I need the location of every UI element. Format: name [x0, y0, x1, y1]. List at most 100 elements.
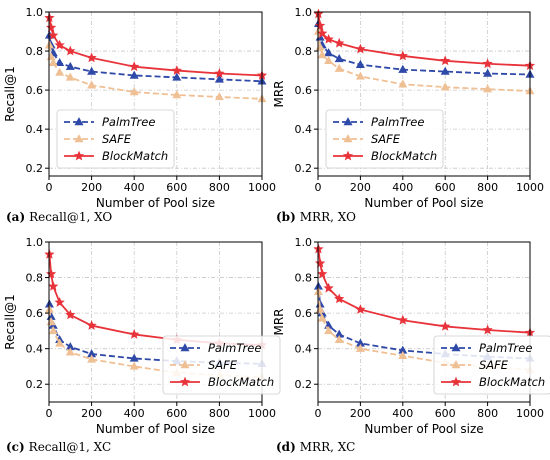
y-axis-label: Recall@1: [3, 66, 17, 121]
legend-entry-safe: SAFE: [333, 132, 401, 146]
data-point-safe: [355, 343, 365, 352]
legend-entry-blockmatch: BlockMatch: [333, 149, 437, 163]
y-axis-label: MRR: [272, 308, 286, 335]
panel-caption: (c) Recall@1, XC: [6, 440, 111, 454]
data-point-blockmatch: [65, 45, 76, 56]
data-point-blockmatch: [334, 37, 345, 48]
x-tick-label: 600: [435, 181, 456, 194]
legend-marker-safe: [74, 134, 84, 143]
legend-entry-safe: SAFE: [441, 358, 509, 372]
x-tick-label: 1000: [516, 181, 544, 194]
legend-marker-palmtree: [180, 343, 190, 352]
data-point-blockmatch: [65, 309, 76, 320]
data-point-blockmatch: [440, 321, 451, 331]
x-tick-label: 600: [435, 407, 456, 420]
data-point-safe: [129, 361, 139, 370]
data-point-safe: [440, 82, 450, 91]
series-blockmatch: [313, 8, 536, 71]
data-point-safe: [55, 338, 65, 347]
legend-label-palmtree: PalmTree: [479, 341, 532, 355]
x-tick-label: 200: [81, 407, 102, 420]
legend: PalmTree SAFE BlockMatch: [325, 109, 444, 169]
data-point-blockmatch: [86, 320, 97, 330]
series-line-palmtree: [48, 35, 263, 83]
legend-entry-blockmatch: BlockMatch: [170, 375, 274, 389]
y-axis-label: Recall@1: [3, 294, 17, 349]
y-tick-label: 0.8: [295, 272, 313, 285]
x-tick-label: 0: [46, 407, 53, 420]
legend-label-blockmatch: BlockMatch: [102, 149, 168, 163]
x-tick-label: 800: [209, 181, 230, 194]
series-safe: [44, 40, 267, 103]
data-point-safe: [324, 326, 334, 335]
panel-caption: (b) MRR, XO: [276, 210, 356, 224]
data-point-safe: [334, 334, 344, 344]
x-axis-label: Number of Pool size: [96, 422, 215, 436]
plot-frame: [48, 11, 263, 177]
data-point-blockmatch: [171, 65, 182, 75]
y-tick-label: 1.0: [295, 6, 313, 19]
data-point-blockmatch: [129, 329, 140, 339]
legend-box: [162, 335, 281, 395]
x-tick-label: 0: [315, 407, 322, 420]
data-point-safe: [172, 90, 182, 99]
data-point-safe: [129, 87, 139, 96]
legend-label-blockmatch: BlockMatch: [371, 149, 437, 163]
legend-marker-safe: [180, 360, 190, 369]
x-tick-label: 800: [477, 181, 498, 194]
data-point-blockmatch: [129, 61, 140, 72]
legend-entry-palmtree: PalmTree: [441, 341, 532, 355]
x-axis-label: Number of Pool size: [364, 196, 483, 210]
data-point-blockmatch: [482, 58, 493, 69]
data-point-blockmatch: [397, 50, 408, 61]
y-tick-label: 0.4: [295, 123, 313, 136]
data-point-safe: [483, 84, 493, 93]
data-point-palmtree: [87, 66, 97, 75]
legend-box: [433, 335, 550, 395]
data-point-palmtree: [440, 66, 450, 75]
legend-entry-safe: SAFE: [170, 358, 238, 372]
series-safe: [313, 26, 535, 95]
data-point-safe: [48, 326, 58, 335]
legend-label-safe: SAFE: [479, 358, 509, 372]
series-palmtree: [44, 30, 267, 85]
x-tick-label: 1000: [516, 407, 544, 420]
data-point-blockmatch: [482, 324, 493, 335]
y-tick-label: 0.2: [26, 162, 44, 175]
x-tick-label: 400: [392, 181, 413, 194]
data-point-safe: [324, 55, 334, 65]
x-tick-label: 400: [124, 407, 145, 420]
x-tick-label: 0: [46, 181, 53, 194]
legend: PalmTree SAFE BlockMatch: [162, 335, 281, 395]
legend-label-safe: SAFE: [371, 132, 401, 146]
series-blockmatch: [44, 249, 268, 350]
x-tick-label: 800: [477, 407, 498, 420]
chart-panel-mrr-xo: 0 200 400 600 800 1000 0.2 0.4 0.6 0.8 1.0 Number o…: [272, 6, 544, 224]
data-point-safe: [355, 71, 365, 80]
y-tick-label: 1.0: [295, 236, 313, 249]
data-point-palmtree: [65, 61, 75, 70]
legend-entry-palmtree: PalmTree: [333, 115, 424, 129]
x-tick-label: 400: [124, 181, 145, 194]
legend-box: [56, 109, 175, 169]
data-point-blockmatch: [355, 304, 366, 314]
panel-caption: (d) MRR, XC: [276, 440, 355, 454]
y-tick-label: 0.2: [26, 378, 44, 391]
data-point-blockmatch: [397, 314, 408, 325]
legend-marker-safe: [343, 134, 353, 143]
data-point-palmtree: [129, 70, 139, 79]
series-line-blockmatch: [317, 249, 531, 334]
y-tick-label: 0.6: [26, 84, 44, 97]
data-point-blockmatch: [440, 55, 451, 66]
y-tick-label: 0.6: [295, 84, 313, 97]
data-point-safe: [334, 63, 344, 72]
series-line-blockmatch: [48, 17, 263, 77]
data-point-palmtree: [324, 48, 334, 57]
data-point-blockmatch: [48, 30, 59, 40]
caption-text: MRR, XO: [300, 210, 356, 224]
y-axis-label: MRR: [272, 80, 286, 107]
data-point-blockmatch: [54, 297, 65, 307]
legend-label-blockmatch: BlockMatch: [208, 375, 274, 389]
legend-marker-blockmatch: [450, 376, 462, 387]
